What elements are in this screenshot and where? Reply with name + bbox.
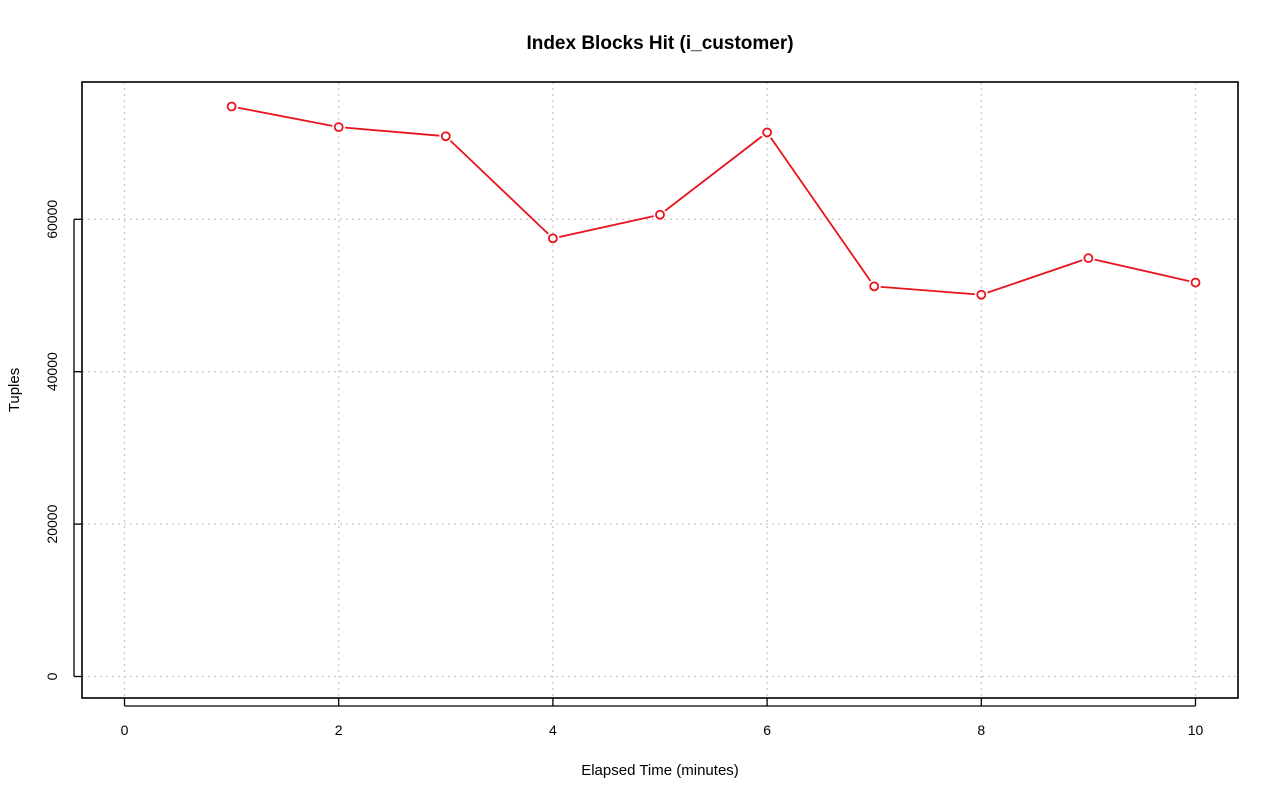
- y-tick-label: 20000: [44, 504, 60, 543]
- series-line-segment: [987, 259, 1083, 294]
- data-point: [226, 101, 237, 112]
- series-line-segment: [559, 215, 654, 238]
- grid: [82, 82, 1238, 698]
- plot-frame: [81, 81, 1239, 699]
- series-line-segment: [664, 135, 763, 212]
- data-point: [655, 209, 665, 220]
- data-point: [440, 131, 451, 142]
- x-tick-label: 8: [977, 722, 985, 738]
- data-point: [762, 127, 772, 138]
- x-tick-label: 10: [1188, 722, 1204, 738]
- x-tick-label: 0: [121, 722, 129, 738]
- y-tick-label: 60000: [44, 200, 60, 239]
- x-axis-label: Elapsed Time (minutes): [581, 762, 739, 779]
- x-tick-label: 6: [763, 722, 771, 738]
- series-line-segment: [449, 140, 549, 235]
- y-tick-label: 40000: [44, 352, 60, 391]
- series-line-segment: [770, 137, 872, 282]
- data-point: [869, 281, 880, 292]
- y-axis-label: Tuples: [6, 368, 23, 412]
- series-line-segment: [345, 126, 440, 137]
- data-point: [976, 289, 987, 300]
- x-tick-label: 4: [549, 722, 557, 738]
- data-point: [333, 122, 344, 132]
- y-tick-label: 0: [44, 672, 60, 680]
- series-line-segment: [237, 106, 333, 127]
- axes: 0 2 4 6 8 10 0 20000 40000 60000: [44, 200, 1203, 738]
- data-point: [1190, 277, 1201, 288]
- series-line-segment: [1094, 258, 1190, 282]
- series-line-segment: [880, 285, 975, 296]
- x-tick-label: 2: [335, 722, 343, 738]
- data-point: [1083, 253, 1094, 264]
- series-layer: [226, 101, 1201, 300]
- chart-title: Index Blocks Hit (i_customer): [526, 33, 793, 54]
- data-point: [548, 233, 558, 244]
